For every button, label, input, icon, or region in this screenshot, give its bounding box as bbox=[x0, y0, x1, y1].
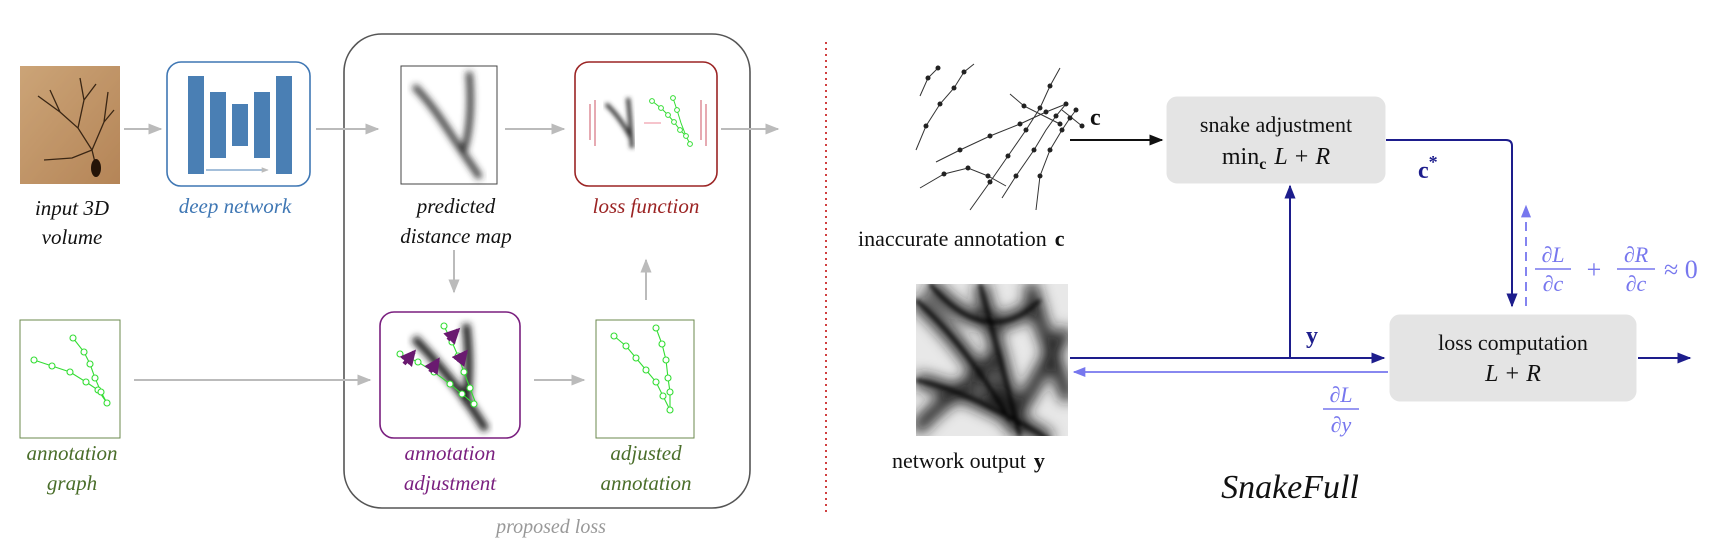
distance-map-label-line1: predicted bbox=[415, 194, 496, 218]
gradient-c-num1: ∂L bbox=[1541, 242, 1564, 267]
annotation-adjustment-box bbox=[379, 311, 521, 439]
edge-label-c-star-base: c bbox=[1418, 158, 1429, 184]
inaccurate-annotation-text: inaccurate annotation bbox=[858, 226, 1047, 251]
snake-box-line1: snake adjustment bbox=[1200, 112, 1352, 137]
input-label-line2: volume bbox=[42, 225, 103, 249]
gradient-c-num2: ∂R bbox=[1624, 242, 1649, 267]
network-output-label: network output y bbox=[892, 448, 1045, 473]
deep-network-box bbox=[166, 61, 311, 187]
snake-box-min-sub: c bbox=[1259, 156, 1266, 173]
loss-box-line2: L + R bbox=[1484, 361, 1541, 387]
edge-label-c-star: c* bbox=[1418, 152, 1438, 184]
loss-function-box bbox=[574, 61, 718, 187]
network-output-image bbox=[916, 284, 1068, 436]
diagram-title: SnakeFull bbox=[1221, 469, 1359, 506]
adjusted-annotation-image bbox=[595, 319, 695, 439]
proposed-loss-caption: proposed loss bbox=[494, 516, 606, 538]
proposed-loss-group bbox=[343, 33, 751, 509]
gradient-c: ∂L ∂c + ∂R ∂c ≈ 0 bbox=[1535, 242, 1698, 296]
gradient-y-numerator: ∂L bbox=[1329, 382, 1352, 407]
inaccurate-annotation-image bbox=[915, 63, 1085, 211]
annotation-graph-label-line2: graph bbox=[47, 471, 97, 495]
adjusted-label-line2: annotation bbox=[600, 471, 691, 495]
edge-label-c: c bbox=[1090, 105, 1101, 131]
inaccurate-annotation-symbol: c bbox=[1055, 226, 1065, 251]
snake-adjustment-box: snake adjustment minc L + R bbox=[1166, 96, 1386, 184]
input-label-line1: input 3D bbox=[35, 196, 109, 220]
loss-function-label: loss function bbox=[593, 194, 700, 218]
network-label: deep network bbox=[179, 194, 292, 218]
input-volume-image bbox=[20, 66, 120, 184]
gradient-y: ∂L ∂y bbox=[1323, 382, 1359, 437]
snake-box-expr: L + R bbox=[1273, 144, 1330, 170]
gradient-y-denominator: ∂y bbox=[1331, 412, 1352, 437]
snake-box-min: min bbox=[1222, 144, 1259, 170]
annotation-graph-label-line1: annotation bbox=[26, 441, 117, 465]
loss-box-line1: loss computation bbox=[1438, 330, 1588, 355]
proposed-loss-frame bbox=[343, 33, 751, 509]
snake-box-line2: minc L + R bbox=[1222, 144, 1331, 173]
inaccurate-annotation-label: inaccurate annotation c bbox=[858, 226, 1065, 251]
network-output-text: network output bbox=[892, 448, 1026, 473]
gradient-c-approx: ≈ 0 bbox=[1664, 255, 1698, 284]
adjusted-label-line1: adjusted bbox=[610, 441, 682, 465]
adjustment-label-line1: annotation bbox=[404, 441, 495, 465]
edge-label-c-star-sup: * bbox=[1429, 152, 1438, 172]
left-arrows bbox=[124, 123, 780, 386]
edge-label-y: y bbox=[1306, 323, 1318, 349]
network-output-symbol: y bbox=[1034, 448, 1045, 473]
gradient-c-den1: ∂c bbox=[1543, 271, 1564, 296]
annotation-graph-image bbox=[19, 319, 121, 439]
gradient-c-den2: ∂c bbox=[1626, 271, 1647, 296]
distance-map-image bbox=[400, 65, 498, 185]
arrow-snake-to-loss bbox=[1386, 139, 1518, 308]
distance-map-label-line2: distance map bbox=[400, 224, 511, 248]
gradient-c-plus: + bbox=[1587, 255, 1602, 284]
loss-computation-box: loss computation L + R bbox=[1389, 314, 1637, 402]
adjustment-label-line2: adjustment bbox=[404, 471, 497, 495]
